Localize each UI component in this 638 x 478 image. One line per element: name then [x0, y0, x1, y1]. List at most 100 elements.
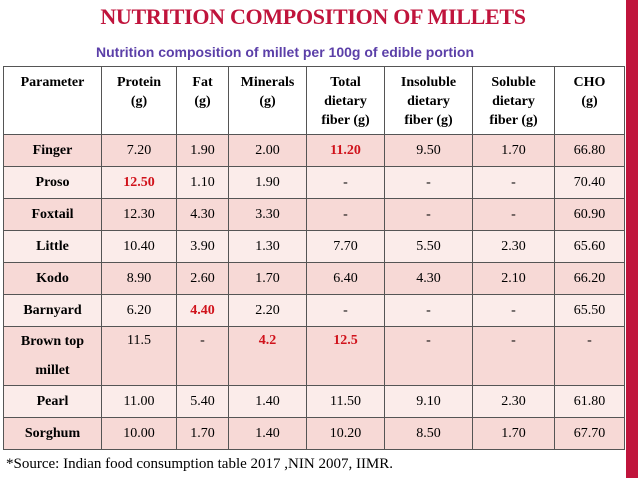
value-cell: -: [384, 326, 473, 386]
value-cell: -: [176, 326, 229, 386]
value-cell: 70.40: [554, 166, 625, 199]
value-cell: -: [472, 198, 555, 231]
value-cell: -: [384, 166, 473, 199]
value-cell: 1.90: [228, 166, 307, 199]
value-cell: 12.50: [101, 166, 177, 199]
value-cell: 12.30: [101, 198, 177, 231]
column-header-line: dietary: [324, 94, 367, 109]
value-cell: 4.40: [176, 294, 229, 327]
value-cell: 4.30: [176, 198, 229, 231]
value-cell: 6.20: [101, 294, 177, 327]
column-header: CHO (g): [554, 66, 625, 135]
value-cell: 11.5: [101, 326, 177, 386]
value-cell: 1.90: [176, 134, 229, 167]
column-header-line: Parameter: [20, 75, 85, 90]
value-cell: 11.00: [101, 385, 177, 418]
value-cell: -: [306, 294, 385, 327]
value-cell: 2.30: [472, 385, 555, 418]
table-row: Foxtail 12.30 4.30 3.30- - -60.90: [3, 198, 625, 231]
millet-name-cell: Sorghum: [3, 417, 102, 450]
value-cell: 2.30: [472, 230, 555, 263]
value-cell: 4.30: [384, 262, 473, 295]
column-header-line: (g): [581, 94, 598, 109]
column-header: Protein (g): [101, 66, 177, 135]
value-cell: 65.50: [554, 294, 625, 327]
table-row: Pearl 11.00 5.40 1.40 11.50 9.10 2.30 61.80: [3, 385, 625, 418]
table-row: Barnyard 6.20 4.40 2.20- - -65.50: [3, 294, 625, 327]
value-cell: 67.70: [554, 417, 625, 450]
slide-title: NUTRITION COMPOSITION OF MILLETS: [100, 4, 526, 29]
value-cell: 10.40: [101, 230, 177, 263]
value-cell: 61.80: [554, 385, 625, 418]
value-cell: 8.50: [384, 417, 473, 450]
millet-name-cell: Proso: [3, 166, 102, 199]
source-note: *Source: Indian food consumption table 2…: [6, 456, 394, 472]
column-header-line: fiber (g): [404, 113, 453, 128]
millet-name-line: Brown top: [20, 334, 85, 349]
value-cell: 1.70: [472, 417, 555, 450]
column-header-line: Total: [330, 75, 361, 90]
value-cell: -: [554, 326, 625, 386]
value-cell: 7.70: [306, 230, 385, 263]
value-cell: 1.70: [228, 262, 307, 295]
value-cell: 4.2: [228, 326, 307, 386]
nutrition-table: Parameter Protein (g) Fat (g) Minerals (g) Tota…: [3, 66, 625, 450]
table-row: Proso 12.50 1.10 1.90- - -70.40: [3, 166, 625, 199]
value-cell: 2.10: [472, 262, 555, 295]
slide-subtitle: Nutrition composition of millet per 100g…: [96, 44, 475, 60]
value-cell: -: [306, 198, 385, 231]
millet-name-cell: Barnyard: [3, 294, 102, 327]
table-row: Kodo 8.90 2.60 1.70 6.40 4.30 2.10 66.20: [3, 262, 625, 295]
value-cell: 1.70: [176, 417, 229, 450]
value-cell: 1.70: [472, 134, 555, 167]
value-cell: 1.40: [228, 417, 307, 450]
value-cell: 10.20: [306, 417, 385, 450]
millet-name-cell: Finger: [3, 134, 102, 167]
value-cell: 3.90: [176, 230, 229, 263]
column-header-line: CHO: [573, 75, 606, 90]
value-cell: 10.00: [101, 417, 177, 450]
value-cell: 1.30: [228, 230, 307, 263]
column-header-line: fiber (g): [321, 113, 370, 128]
value-cell: 12.5: [306, 326, 385, 386]
value-cell: -: [472, 326, 555, 386]
column-header: Soluble dietary fiber (g): [472, 66, 555, 135]
column-header: Insoluble dietary fiber (g): [384, 66, 473, 135]
table-row: Little 10.40 3.90 1.30 7.70 5.50 2.30 65.60: [3, 230, 625, 263]
millet-name-cell: Foxtail: [3, 198, 102, 231]
millet-name-cell: Little: [3, 230, 102, 263]
column-header: Parameter: [3, 66, 102, 135]
millet-name-line: millet: [35, 363, 70, 378]
column-header-line: Fat: [192, 75, 213, 90]
value-cell: 2.20: [228, 294, 307, 327]
value-cell: 11.20: [306, 134, 385, 167]
value-cell: -: [306, 166, 385, 199]
value-cell: 5.50: [384, 230, 473, 263]
column-header-line: dietary: [492, 94, 535, 109]
column-header-line: fiber (g): [489, 113, 538, 128]
value-cell: 9.10: [384, 385, 473, 418]
value-cell: 9.50: [384, 134, 473, 167]
value-cell: -: [472, 166, 555, 199]
value-cell: 66.80: [554, 134, 625, 167]
table-body: Finger 7.20 1.90 2.00 11.20 9.50 1.70 66.80 Pros…: [3, 134, 625, 450]
accent-bar: [626, 0, 638, 478]
value-cell: 2.60: [176, 262, 229, 295]
value-cell: -: [384, 198, 473, 231]
column-header: Fat (g): [176, 66, 229, 135]
column-header-line: (g): [194, 94, 211, 109]
value-cell: 3.30: [228, 198, 307, 231]
value-cell: 6.40: [306, 262, 385, 295]
value-cell: 8.90: [101, 262, 177, 295]
table-row: Brown top millet 11.5-4.2 12.5- - -: [3, 326, 625, 386]
value-cell: 11.50: [306, 385, 385, 418]
millet-name-cell: Kodo: [3, 262, 102, 295]
column-header-line: (g): [130, 94, 148, 109]
column-header: Minerals (g): [228, 66, 307, 135]
value-cell: 2.00: [228, 134, 307, 167]
table-row: Sorghum 10.00 1.70 1.40 10.20 8.50 1.70 67.70: [3, 417, 625, 450]
table-row: Finger 7.20 1.90 2.00 11.20 9.50 1.70 66.80: [3, 134, 625, 167]
column-header-line: dietary: [407, 94, 450, 109]
column-header-line: Insoluble: [400, 75, 457, 90]
value-cell: 66.20: [554, 262, 625, 295]
